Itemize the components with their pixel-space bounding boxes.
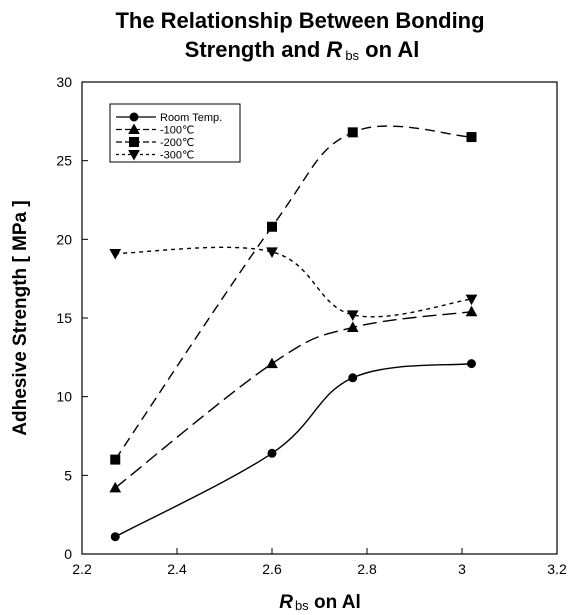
y-tick-label: 15 — [56, 310, 72, 326]
data-point-3 — [465, 294, 478, 306]
x-tick-label: 3 — [458, 561, 466, 577]
y-tick-label: 0 — [64, 546, 72, 562]
data-point-3 — [346, 310, 359, 321]
x-tick-label: 3.2 — [547, 561, 567, 577]
legend-marker-2 — [129, 137, 139, 147]
data-point-2 — [267, 221, 277, 232]
legend-label-3: -300℃ — [160, 150, 194, 162]
legend: Room Temp.-100℃-200℃-300℃ — [109, 103, 241, 163]
chart-title-line1: The Relationship Between Bonding — [115, 8, 484, 33]
data-point-3 — [109, 248, 122, 260]
x-tick-label: 2.2 — [72, 561, 92, 577]
legend-label-2: -200℃ — [160, 137, 194, 149]
data-point-1 — [465, 305, 478, 317]
data-point-0 — [110, 532, 120, 542]
legend-marker-0 — [129, 112, 139, 122]
series-line-0 — [114, 362, 472, 538]
data-point-3 — [266, 247, 278, 258]
legend-label-0: Room Temp. — [160, 112, 222, 124]
legend-marker-1 — [128, 123, 140, 134]
data-point-0 — [467, 359, 476, 369]
axis-ticks: 2.2 2.4 2.6 2.8 3 3.2 0 5 10 15 20 25 30 — [56, 74, 567, 577]
data-point-1 — [109, 481, 122, 493]
legend-marker-3 — [128, 150, 140, 161]
y-tick-label: 30 — [56, 74, 72, 90]
y-tick-label: 25 — [56, 153, 72, 169]
x-tick-label: 2.4 — [167, 561, 187, 577]
x-tick-label: 2.8 — [357, 561, 377, 577]
y-axis-label: Adhesive Strength [ MPa ] — [10, 200, 31, 435]
data-point-0 — [267, 448, 277, 458]
series-line-1 — [114, 311, 472, 489]
y-tick-label: 10 — [56, 389, 72, 405]
series-markers — [109, 127, 478, 542]
data-point-2 — [110, 454, 121, 465]
series-line-3 — [115, 246, 472, 318]
legend-label-1: -100℃ — [160, 125, 194, 137]
series-line-2 — [114, 125, 472, 460]
y-tick-label: 20 — [56, 231, 72, 247]
y-tick-label: 5 — [64, 467, 72, 483]
data-point-0 — [348, 373, 358, 383]
data-point-1 — [346, 321, 359, 332]
series-lines — [114, 125, 472, 538]
data-point-2 — [466, 132, 477, 143]
data-point-1 — [266, 357, 278, 369]
x-tick-label: 2.6 — [262, 561, 282, 577]
data-point-2 — [347, 127, 358, 138]
